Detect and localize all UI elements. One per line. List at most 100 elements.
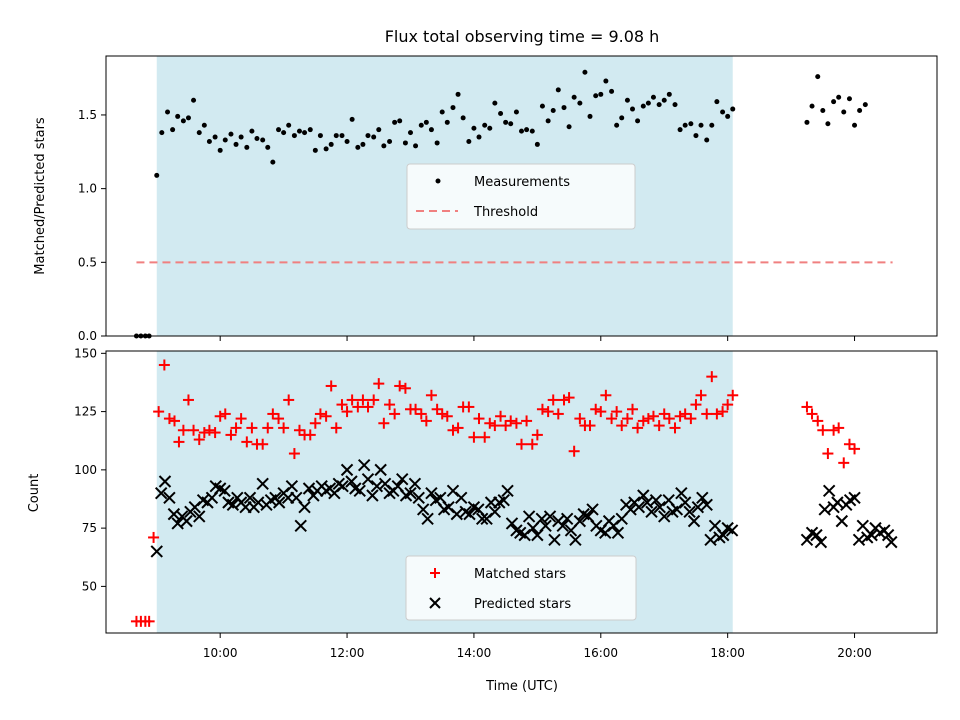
- measurement-point: [614, 122, 620, 128]
- measurement-point: [650, 94, 656, 100]
- predicted-star-point: [256, 477, 269, 491]
- matched-star-point: [568, 445, 580, 457]
- predicted-star-point: [226, 498, 240, 512]
- bottom-x-tick-label: 16:00: [583, 646, 618, 660]
- top-panel: 0.0 0.5 1.0 1.5 Matched/Predicted stars Mea…: [33, 55, 938, 343]
- matched-star-point: [463, 401, 475, 413]
- predicted-star-point: [163, 491, 176, 505]
- measurement-point: [476, 134, 482, 140]
- matched-star-point: [516, 438, 527, 450]
- matched-star-point: [278, 422, 290, 434]
- matched-star-point: [283, 394, 295, 406]
- matched-star-point: [690, 399, 702, 411]
- matched-star-point: [489, 420, 501, 432]
- matched-star-point: [590, 403, 602, 415]
- matched-star-point: [246, 422, 258, 434]
- top-y-axis-label: Matched/Predicted stars: [33, 117, 48, 275]
- matched-star-point: [153, 406, 165, 418]
- matched-star-point: [378, 417, 390, 429]
- measurement-point: [809, 103, 815, 109]
- predicted-star-point: [154, 486, 168, 500]
- matched-stars-points: [130, 359, 861, 627]
- predicted-star-point: [586, 503, 599, 516]
- matched-star-point: [209, 427, 221, 439]
- matched-star-point: [425, 389, 437, 401]
- matched-star-point: [235, 413, 247, 425]
- bottom-axes-frame: [105, 350, 938, 634]
- predicted-star-point: [543, 510, 557, 523]
- bottom-x-tick-label: 12:00: [330, 646, 365, 660]
- matched-star-point: [241, 436, 253, 448]
- matched-star-point: [632, 422, 644, 434]
- top-y-tick-label: 1.0: [78, 182, 97, 196]
- matched-star-point: [642, 413, 654, 425]
- matched-star-point: [727, 389, 739, 401]
- predicted-star-point: [683, 505, 696, 519]
- predicted-star-point: [425, 486, 438, 500]
- measurement-point: [154, 172, 160, 178]
- matched-star-point: [198, 427, 210, 439]
- measurement-point: [254, 136, 260, 142]
- legend-matched-marker: [430, 568, 440, 578]
- bottom-legend-box: [405, 555, 637, 621]
- measurement-point: [360, 141, 366, 147]
- measurement-point: [545, 118, 551, 124]
- predicted-star-point: [370, 479, 384, 493]
- predicted-star-point: [640, 496, 654, 509]
- matched-star-point: [526, 438, 538, 450]
- measurement-point: [323, 146, 329, 152]
- predicted-star-point: [336, 479, 349, 493]
- measurement-point: [165, 109, 171, 115]
- measurement-point: [582, 69, 588, 75]
- legend-measurements-marker: [435, 178, 441, 184]
- matched-star-point: [574, 413, 586, 425]
- measurements-points: [133, 69, 868, 339]
- bottom-x-tick-label: 18:00: [710, 646, 745, 660]
- predicted-star-point: [463, 507, 476, 521]
- matched-star-point: [410, 403, 422, 415]
- predicted-star-point: [298, 500, 311, 514]
- predicted-star-point: [835, 514, 849, 528]
- matched-star-point: [812, 415, 824, 427]
- predicted-star-point: [302, 482, 316, 495]
- measurement-point: [577, 100, 583, 106]
- measurement-point: [831, 99, 837, 105]
- measurement-point: [571, 94, 577, 100]
- matched-star-point: [669, 422, 681, 434]
- predicted-star-point: [675, 486, 688, 500]
- predicted-star-point: [193, 510, 206, 523]
- measurement-point: [270, 159, 276, 165]
- measurement-point: [413, 143, 419, 149]
- matched-star-point: [368, 394, 380, 406]
- measurement-point: [217, 147, 223, 153]
- predicted-star-point: [653, 500, 666, 514]
- measurement-point: [524, 127, 530, 133]
- measurement-point: [635, 118, 641, 124]
- predicted-star-point: [560, 512, 574, 526]
- matched-star-point: [309, 417, 321, 429]
- matched-star-point: [452, 422, 464, 434]
- measurement-point: [508, 121, 514, 127]
- bottom-y-tick-label: 125: [74, 405, 97, 419]
- measurement-point: [233, 141, 239, 147]
- x-axis-label: Time (UTC): [485, 679, 558, 694]
- matched-star-point: [346, 394, 358, 406]
- matched-star-point: [531, 429, 543, 441]
- predicted-star-point: [611, 526, 625, 539]
- predicted-star-point: [556, 519, 569, 533]
- top-y-tick-label: 0.0: [78, 329, 97, 343]
- bottom-y-tick-label: 100: [74, 463, 97, 477]
- matched-star-point: [817, 424, 829, 436]
- matched-star-point: [695, 389, 707, 401]
- bottom-x-tick-label: 10:00: [203, 646, 238, 660]
- predicted-star-point: [421, 512, 434, 526]
- matched-star-point: [169, 415, 181, 427]
- matched-star-point: [325, 380, 337, 392]
- matched-star-point: [584, 420, 596, 432]
- matched-star-point: [288, 448, 300, 460]
- matched-star-point: [262, 422, 274, 434]
- matched-star-point: [663, 413, 675, 425]
- matched-star-point: [267, 408, 279, 420]
- matched-star-point: [148, 531, 160, 543]
- matched-star-point: [563, 392, 575, 404]
